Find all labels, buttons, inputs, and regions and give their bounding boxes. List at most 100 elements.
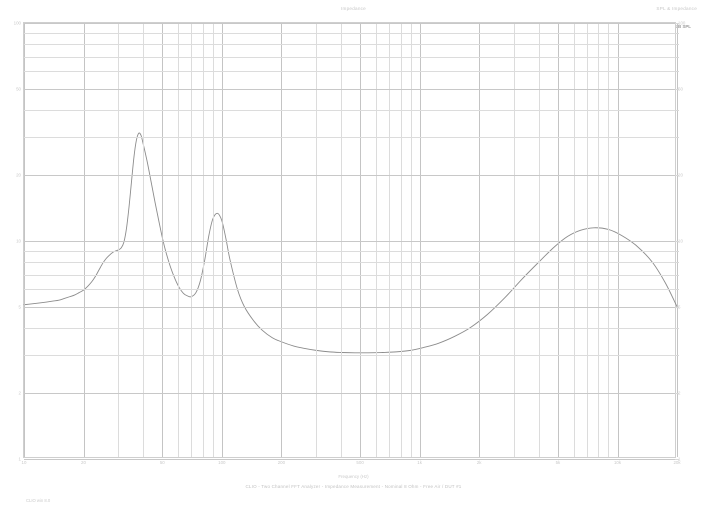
- x-gridline: [316, 23, 318, 457]
- x-gridline: [419, 23, 421, 457]
- x-gridline: [608, 23, 610, 457]
- x-tick-label: 50: [159, 460, 165, 465]
- y-gridline: [24, 71, 675, 73]
- x-tick-label: 500: [356, 460, 364, 465]
- header-corner-label: dB SPL: [675, 24, 691, 29]
- x-gridline: [586, 23, 588, 457]
- x-tick-label: 10: [21, 460, 27, 465]
- x-tick-label: 1k: [417, 460, 422, 465]
- y-minor-tick: [675, 459, 679, 460]
- x-gridline: [410, 23, 412, 457]
- y-gridline: [24, 355, 675, 356]
- y-minor-tick: [675, 327, 679, 329]
- x-gridline: [118, 23, 120, 457]
- y-gridline: [24, 137, 675, 138]
- y-minor-tick: [675, 262, 679, 264]
- y-minor-tick: [675, 33, 679, 34]
- x-gridline: [375, 23, 377, 457]
- y-tick-label: 2: [18, 390, 21, 396]
- x-gridline: [677, 23, 678, 457]
- y-gridline: [24, 251, 675, 252]
- y-tick-label-right: 50: [678, 86, 683, 92]
- x-tick-label: 2k: [476, 460, 482, 465]
- y-minor-tick: [675, 274, 679, 276]
- x-gridline: [24, 23, 25, 457]
- y-minor-tick: [675, 71, 679, 73]
- y-gridline: [24, 327, 675, 329]
- x-gridline: [221, 23, 223, 457]
- x-gridline: [340, 23, 342, 457]
- x-gridline: [557, 23, 559, 457]
- x-tick-label: 100: [218, 460, 226, 465]
- x-gridline: [177, 23, 179, 457]
- y-minor-tick: [675, 137, 679, 138]
- y-tick-label-right: 1: [678, 456, 681, 462]
- y-minor-tick: [675, 23, 679, 24]
- footer-left-label: CLIO win 8.0: [26, 498, 51, 503]
- x-gridline: [202, 23, 204, 457]
- x-gridline: [598, 23, 600, 457]
- x-gridline: [514, 23, 515, 457]
- y-tick-label: 100: [13, 20, 21, 26]
- x-gridline: [162, 23, 164, 457]
- x-gridline: [191, 23, 193, 457]
- x-tick-label: 20: [81, 460, 86, 465]
- y-minor-tick: [675, 109, 679, 111]
- y-minor-tick: [675, 241, 679, 242]
- y-gridline: [24, 393, 675, 395]
- x-gridline: [479, 23, 481, 457]
- x-gridline: [573, 23, 575, 457]
- header-title: Impedance: [341, 6, 366, 11]
- y-gridline: [24, 274, 675, 276]
- x-gridline: [143, 23, 145, 457]
- x-tick-label: 5k: [555, 460, 561, 465]
- y-tick-label-right: 20: [678, 172, 683, 178]
- y-tick-label-right: 5: [678, 304, 681, 310]
- x-gridline: [400, 23, 402, 457]
- y-gridline: [24, 23, 675, 24]
- chart-caption: CLIO - Two Channel FFT Analyzer - Impeda…: [245, 484, 462, 489]
- y-minor-tick: [675, 44, 679, 46]
- y-minor-tick: [675, 289, 679, 291]
- y-tick-label-right: 2: [678, 390, 681, 396]
- y-minor-tick: [675, 175, 679, 177]
- y-minor-tick: [675, 393, 679, 395]
- y-gridline: [24, 289, 675, 291]
- y-minor-tick: [675, 88, 679, 90]
- x-tick-label: 200: [277, 460, 286, 465]
- x-tick-label: 10k: [613, 460, 622, 465]
- x-gridline: [538, 23, 540, 457]
- y-tick-label: 50: [16, 86, 21, 92]
- y-gridline: [24, 109, 675, 111]
- plot-area: 10 20 50 100 200 500 1k 2k 5k 10k 20k 1 2 5 10 20 50 100 1…: [14, 21, 686, 466]
- y-gridline: [24, 44, 675, 46]
- x-gridline: [617, 23, 619, 457]
- y-gridline: [24, 306, 675, 308]
- header-right-label: SPL & Impedance: [656, 6, 697, 11]
- y-gridline: [24, 241, 675, 242]
- y-gridline: [24, 175, 675, 177]
- x-tick-label: 20k: [673, 460, 681, 465]
- y-tick-label-right: 10: [678, 238, 683, 244]
- y-tick-label: 5: [18, 304, 21, 310]
- y-gridline: [24, 56, 675, 58]
- y-gridline: [24, 459, 675, 460]
- y-tick-label: 1: [18, 456, 21, 462]
- x-gridline: [281, 23, 283, 457]
- x-gridline: [212, 23, 214, 457]
- y-gridline: [24, 88, 675, 90]
- y-gridline: [24, 262, 675, 264]
- y-minor-tick: [675, 251, 679, 252]
- y-tick-label: 10: [16, 238, 21, 244]
- y-minor-tick: [675, 306, 679, 308]
- x-gridline: [360, 23, 362, 457]
- y-minor-tick: [675, 56, 679, 58]
- x-gridline: [83, 23, 85, 457]
- y-gridline: [24, 33, 675, 34]
- y-tick-label-right: 100: [678, 20, 686, 26]
- x-axis-title: Frequency (Hz): [338, 474, 369, 479]
- y-minor-tick: [675, 355, 679, 356]
- y-tick-label: 20: [16, 172, 21, 178]
- x-gridline: [389, 23, 390, 457]
